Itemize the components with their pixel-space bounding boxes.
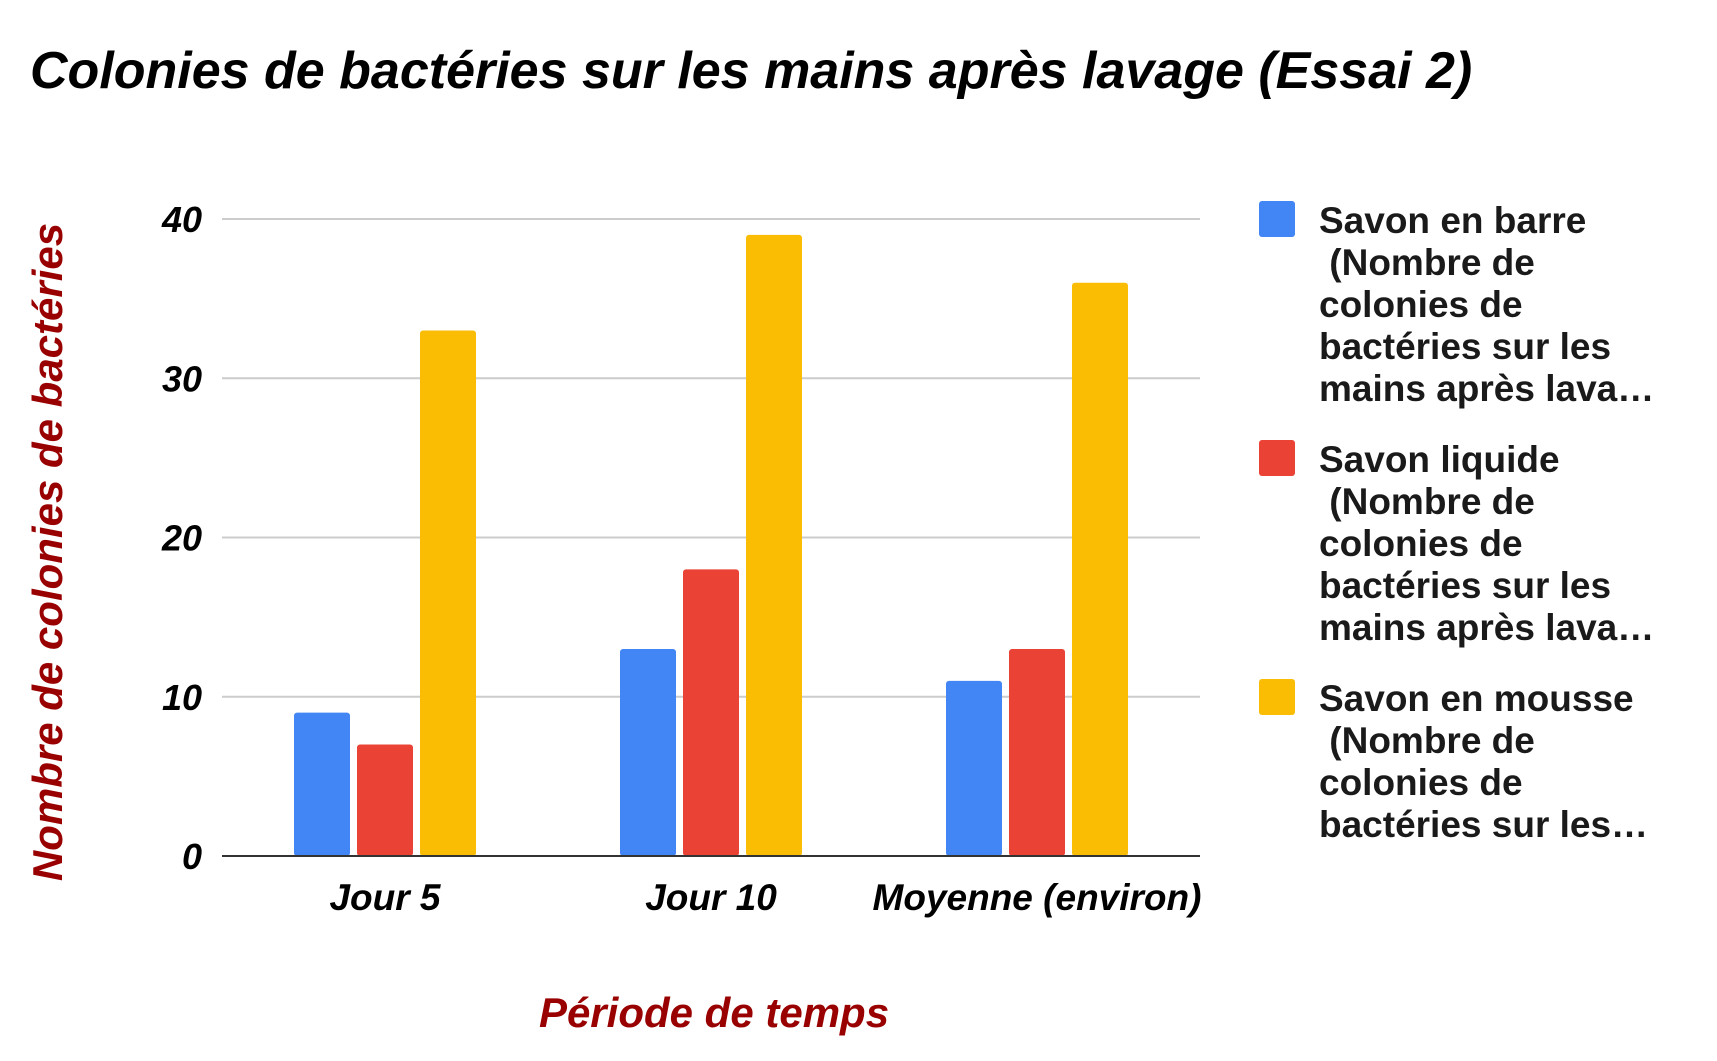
chart-title: Colonies de bactéries sur les mains aprè… [30,42,1472,100]
x-category-label: Jour 5 [329,877,441,918]
x-category-label: Jour 10 [645,877,777,918]
legend-label: Savon en mousse (Nombre de colonies de bac… [1319,678,1648,845]
bar [746,234,802,857]
legend-swatch [1259,201,1295,237]
bar [1009,648,1065,856]
legend: Savon en barre (Nombre de colonies de bact… [1259,200,1654,845]
legend-label: Savon en barre (Nombre de colonies de bact… [1319,200,1654,409]
bars [294,234,1128,857]
legend-swatch [1259,440,1295,476]
y-tick-label: 10 [162,677,202,718]
y-tick-label: 20 [161,518,202,559]
x-axis-title: Période de temps [539,989,889,1036]
bar [620,648,676,856]
x-category-label: Moyenne (environ) [873,877,1202,918]
bar [683,569,739,856]
y-axis-title: Nombre de colonies de bactéries [24,223,71,881]
bar [1072,282,1128,856]
y-tick-label: 0 [182,836,202,877]
x-axis-categories: Jour 5 Jour 10 Moyenne (environ) [329,877,1201,918]
legend-swatch [1259,679,1295,715]
bar [946,680,1002,856]
legend-label: Savon liquide (Nombre de colonies de bacté… [1319,439,1654,648]
y-axis-ticks: 0 10 20 30 40 [161,199,202,877]
bar [294,712,350,856]
y-tick-label: 40 [161,199,202,240]
bar [420,330,476,857]
y-tick-label: 30 [162,358,202,399]
bar [357,744,413,856]
